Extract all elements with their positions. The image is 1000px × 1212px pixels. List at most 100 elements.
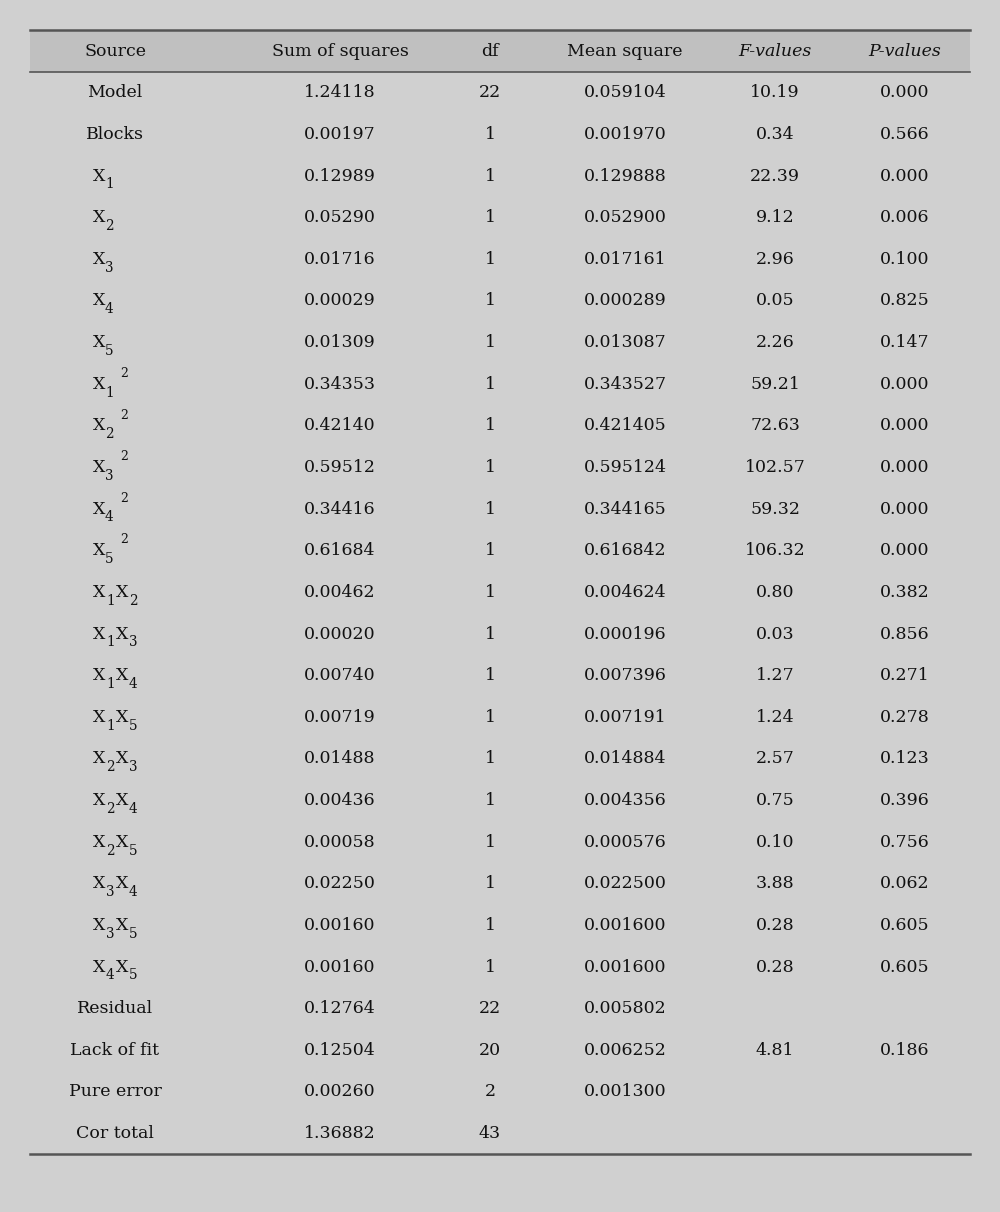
- Text: 1: 1: [484, 376, 496, 393]
- Text: X: X: [93, 667, 105, 684]
- Text: 0.00197: 0.00197: [304, 126, 376, 143]
- Text: 0.100: 0.100: [880, 251, 930, 268]
- Text: 1: 1: [106, 594, 115, 607]
- Text: 0.000: 0.000: [880, 85, 930, 102]
- Text: 5: 5: [129, 719, 138, 732]
- Text: X: X: [93, 625, 105, 642]
- Bar: [30, 30, 970, 72]
- Text: 0.001600: 0.001600: [584, 959, 666, 976]
- Text: X: X: [93, 292, 105, 309]
- Text: 4: 4: [129, 802, 138, 816]
- Text: X: X: [93, 417, 105, 434]
- Text: 102.57: 102.57: [745, 459, 805, 476]
- Text: 0.595124: 0.595124: [584, 459, 666, 476]
- Text: 4: 4: [129, 678, 138, 691]
- Text: 0.00740: 0.00740: [304, 667, 376, 684]
- Text: 0.000289: 0.000289: [584, 292, 666, 309]
- Text: X: X: [116, 709, 128, 726]
- Text: 2: 2: [120, 492, 128, 504]
- Text: 0.34: 0.34: [756, 126, 794, 143]
- Text: 2: 2: [120, 450, 128, 463]
- Text: 1.24: 1.24: [756, 709, 794, 726]
- Text: X: X: [93, 501, 105, 518]
- Text: 1: 1: [106, 719, 115, 732]
- Text: 0.129888: 0.129888: [584, 167, 666, 184]
- Text: 0.05: 0.05: [756, 292, 794, 309]
- Text: 1: 1: [484, 126, 496, 143]
- Text: 1: 1: [484, 917, 496, 934]
- Text: 1: 1: [484, 501, 496, 518]
- Text: 0.10: 0.10: [756, 834, 794, 851]
- Text: 9.12: 9.12: [756, 210, 794, 227]
- Text: X: X: [116, 750, 128, 767]
- Text: 0.396: 0.396: [880, 793, 930, 810]
- Text: 0.000: 0.000: [880, 459, 930, 476]
- Text: 0.02250: 0.02250: [304, 875, 376, 892]
- Text: X: X: [116, 667, 128, 684]
- Text: 2: 2: [105, 427, 114, 441]
- Text: 0.616842: 0.616842: [584, 542, 666, 559]
- Text: 0.006: 0.006: [880, 210, 930, 227]
- Text: X: X: [116, 875, 128, 892]
- Text: 2.57: 2.57: [756, 750, 794, 767]
- Text: 1: 1: [484, 793, 496, 810]
- Text: 0.856: 0.856: [880, 625, 930, 642]
- Text: 72.63: 72.63: [750, 417, 800, 434]
- Text: 0.343527: 0.343527: [583, 376, 667, 393]
- Text: 1: 1: [484, 959, 496, 976]
- Text: 0.34353: 0.34353: [304, 376, 376, 393]
- Text: 22.39: 22.39: [750, 167, 800, 184]
- Text: 0.186: 0.186: [880, 1042, 930, 1059]
- Text: 59.32: 59.32: [750, 501, 800, 518]
- Text: 0.147: 0.147: [880, 335, 930, 351]
- Text: 59.21: 59.21: [750, 376, 800, 393]
- Text: 1: 1: [484, 750, 496, 767]
- Text: Source: Source: [84, 42, 146, 59]
- Text: 1: 1: [484, 292, 496, 309]
- Text: 0.605: 0.605: [880, 959, 930, 976]
- Text: 0.000: 0.000: [880, 417, 930, 434]
- Text: X: X: [93, 251, 105, 268]
- Text: 0.01716: 0.01716: [304, 251, 376, 268]
- Text: X: X: [93, 750, 105, 767]
- Text: 10.19: 10.19: [750, 85, 800, 102]
- Text: 22: 22: [479, 1000, 501, 1017]
- Text: Pure error: Pure error: [69, 1084, 161, 1100]
- Text: X: X: [116, 584, 128, 601]
- Text: X: X: [116, 959, 128, 976]
- Text: 0.006252: 0.006252: [584, 1042, 666, 1059]
- Text: 0.013087: 0.013087: [584, 335, 666, 351]
- Text: 0.05290: 0.05290: [304, 210, 376, 227]
- Text: 0.278: 0.278: [880, 709, 930, 726]
- Text: 1: 1: [484, 667, 496, 684]
- Text: 1: 1: [484, 459, 496, 476]
- Text: Residual: Residual: [77, 1000, 153, 1017]
- Text: 2.96: 2.96: [756, 251, 794, 268]
- Text: 0.017161: 0.017161: [584, 251, 666, 268]
- Text: 4.81: 4.81: [756, 1042, 794, 1059]
- Text: 0.28: 0.28: [756, 959, 794, 976]
- Text: 0.59512: 0.59512: [304, 459, 376, 476]
- Text: 2.26: 2.26: [756, 335, 794, 351]
- Text: 0.12989: 0.12989: [304, 167, 376, 184]
- Text: 3: 3: [106, 927, 114, 941]
- Text: 3: 3: [129, 635, 138, 650]
- Text: 1: 1: [484, 251, 496, 268]
- Text: X: X: [93, 959, 105, 976]
- Text: X: X: [93, 376, 105, 393]
- Text: 2: 2: [106, 802, 115, 816]
- Text: 5: 5: [129, 968, 138, 983]
- Text: 0.382: 0.382: [880, 584, 930, 601]
- Text: 1: 1: [484, 417, 496, 434]
- Text: 0.022500: 0.022500: [584, 875, 666, 892]
- Text: X: X: [116, 625, 128, 642]
- Text: 0.00058: 0.00058: [304, 834, 376, 851]
- Text: Sum of squares: Sum of squares: [272, 42, 408, 59]
- Text: X: X: [116, 834, 128, 851]
- Text: 1: 1: [106, 635, 115, 650]
- Text: 3: 3: [105, 469, 114, 482]
- Text: 2: 2: [120, 367, 128, 379]
- Text: 0.00436: 0.00436: [304, 793, 376, 810]
- Text: 0.01488: 0.01488: [304, 750, 376, 767]
- Text: 2: 2: [120, 533, 128, 547]
